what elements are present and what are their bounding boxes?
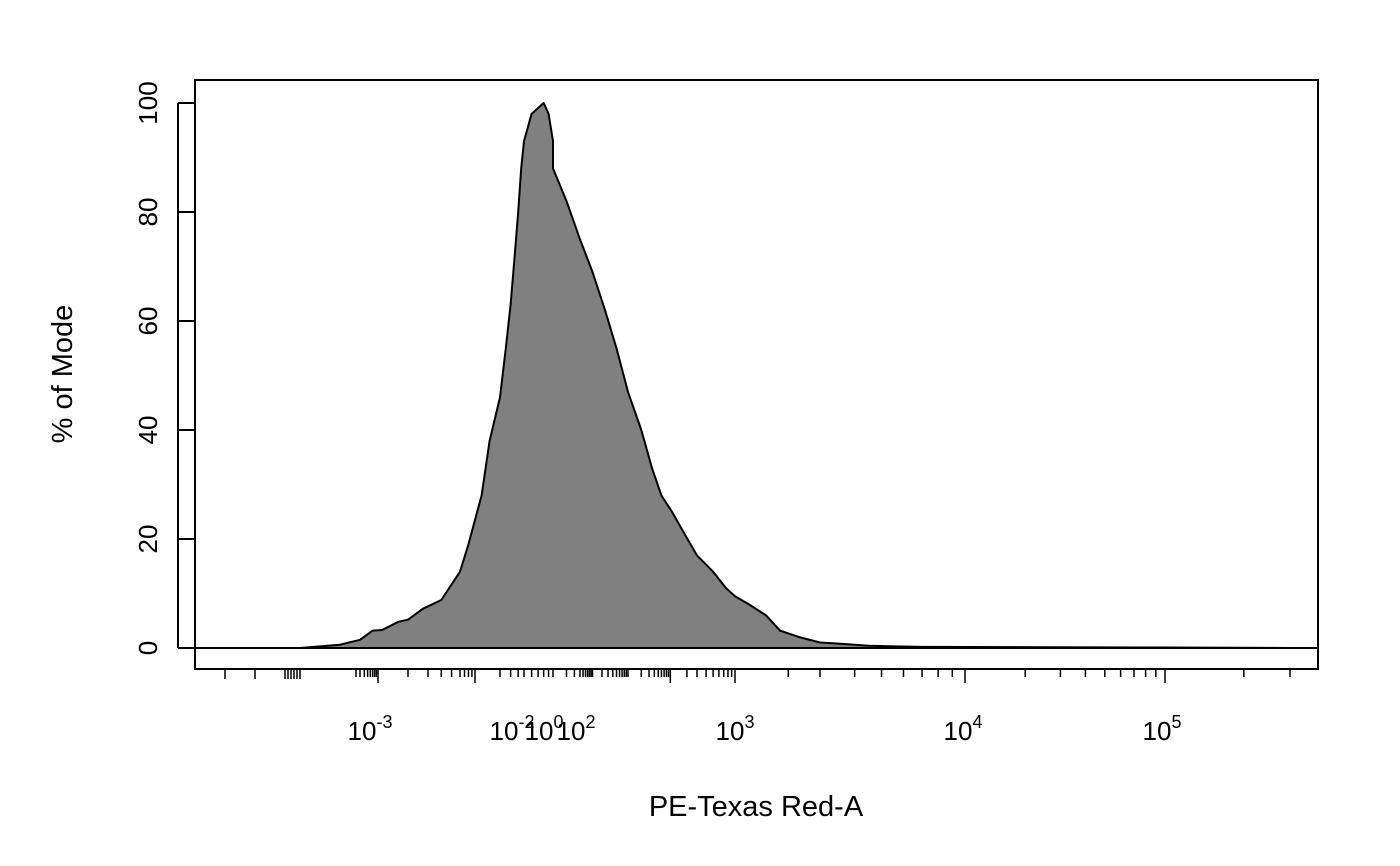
- histogram-area: [299, 102, 1291, 649]
- y-axis: 0 20 40 60 80 100: [133, 81, 195, 655]
- x-tick-label: 104: [944, 712, 983, 746]
- plot-frame: [194, 79, 1319, 670]
- x-tick-label: 102: [557, 712, 596, 746]
- x-tick-label: 10-3: [348, 712, 393, 746]
- y-axis-title: % of Mode: [47, 305, 79, 444]
- y-tick-label: 60: [133, 307, 163, 336]
- y-tick-label: 100: [133, 81, 163, 124]
- x-tick-label: 103: [716, 712, 755, 746]
- y-tick-label: 20: [133, 525, 163, 554]
- y-tick-label: 40: [133, 416, 163, 445]
- x-tick-label: 105: [1143, 712, 1182, 746]
- y-tick-label: 80: [133, 198, 163, 227]
- x-tick-label: 10-2: [490, 712, 535, 746]
- x-tick-label: 100: [525, 712, 564, 746]
- y-tick-label: 0: [133, 641, 163, 655]
- x-axis-title: PE-Texas Red-A: [649, 791, 864, 823]
